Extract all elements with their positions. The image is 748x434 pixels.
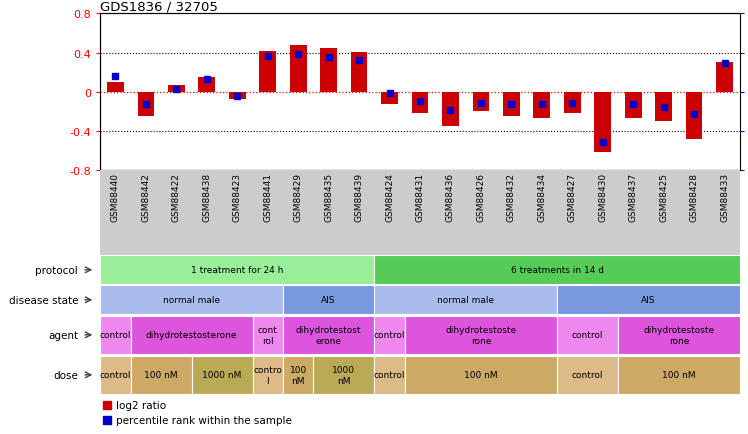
- Text: control: control: [374, 331, 405, 339]
- Text: 100 nM: 100 nM: [144, 371, 178, 379]
- Text: AIS: AIS: [641, 296, 656, 305]
- Bar: [260, 52, 276, 92]
- Bar: [131, 356, 191, 394]
- Text: log2 ratio: log2 ratio: [116, 400, 166, 410]
- Text: 1000 nM: 1000 nM: [203, 371, 242, 379]
- Text: GSM88428: GSM88428: [690, 172, 699, 221]
- Text: control: control: [571, 371, 603, 379]
- Bar: [283, 356, 313, 394]
- Text: dose: dose: [53, 370, 79, 380]
- Text: GSM88427: GSM88427: [568, 172, 577, 221]
- Text: GSM88424: GSM88424: [385, 172, 394, 221]
- Bar: [253, 316, 283, 354]
- Bar: [442, 92, 459, 127]
- Bar: [100, 356, 131, 394]
- Text: GSM88434: GSM88434: [537, 172, 546, 221]
- Text: 1000
nM: 1000 nM: [332, 365, 355, 385]
- Bar: [100, 316, 131, 354]
- Text: protocol: protocol: [35, 265, 79, 275]
- Bar: [374, 316, 405, 354]
- Bar: [374, 356, 405, 394]
- Bar: [283, 316, 374, 354]
- Text: GSM88437: GSM88437: [628, 172, 638, 221]
- Bar: [191, 356, 253, 394]
- Text: GSM88433: GSM88433: [720, 172, 729, 221]
- Bar: [716, 63, 733, 92]
- Bar: [283, 286, 374, 315]
- Text: GSM88440: GSM88440: [111, 172, 120, 221]
- Bar: [655, 92, 672, 122]
- Bar: [564, 92, 580, 114]
- Bar: [405, 356, 557, 394]
- Bar: [313, 356, 374, 394]
- Text: percentile rank within the sample: percentile rank within the sample: [116, 415, 292, 425]
- Text: GSM88426: GSM88426: [476, 172, 485, 221]
- Text: contro
l: contro l: [254, 365, 282, 385]
- Bar: [351, 53, 367, 92]
- Bar: [107, 82, 124, 92]
- Text: GSM88432: GSM88432: [507, 172, 516, 221]
- Bar: [198, 78, 215, 92]
- Text: GSM88429: GSM88429: [294, 172, 303, 221]
- Text: GSM88441: GSM88441: [263, 172, 272, 221]
- Text: AIS: AIS: [322, 296, 336, 305]
- Bar: [374, 286, 557, 315]
- Bar: [229, 92, 245, 100]
- Bar: [557, 286, 740, 315]
- Bar: [131, 316, 253, 354]
- Bar: [595, 92, 611, 153]
- Bar: [289, 46, 307, 92]
- Text: 6 treatments in 14 d: 6 treatments in 14 d: [511, 266, 604, 275]
- Bar: [618, 356, 740, 394]
- Text: 100
nM: 100 nM: [289, 365, 307, 385]
- Text: GSM88436: GSM88436: [446, 172, 455, 221]
- Bar: [503, 92, 520, 117]
- Text: 100 nM: 100 nM: [464, 371, 497, 379]
- Bar: [168, 85, 185, 92]
- Bar: [100, 286, 283, 315]
- Text: GDS1836 / 32705: GDS1836 / 32705: [100, 0, 218, 13]
- Bar: [557, 316, 618, 354]
- Bar: [533, 92, 551, 119]
- Bar: [381, 92, 398, 105]
- Text: agent: agent: [48, 330, 79, 340]
- Text: GSM88431: GSM88431: [415, 172, 425, 221]
- Text: cont
rol: cont rol: [258, 326, 278, 345]
- Text: 1 treatment for 24 h: 1 treatment for 24 h: [191, 266, 283, 275]
- Text: GSM88442: GSM88442: [141, 172, 150, 221]
- Bar: [100, 256, 374, 285]
- Text: GSM88423: GSM88423: [233, 172, 242, 221]
- Bar: [618, 316, 740, 354]
- Text: 100 nM: 100 nM: [662, 371, 696, 379]
- Bar: [473, 92, 489, 112]
- Text: GSM88439: GSM88439: [355, 172, 364, 221]
- Text: control: control: [571, 331, 603, 339]
- Text: dihydrotestoste
rone: dihydrotestoste rone: [445, 326, 516, 345]
- Bar: [374, 256, 740, 285]
- Bar: [686, 92, 702, 139]
- Bar: [320, 49, 337, 92]
- Text: GSM88430: GSM88430: [598, 172, 607, 221]
- Bar: [405, 316, 557, 354]
- Bar: [138, 92, 154, 117]
- Text: GSM88438: GSM88438: [202, 172, 212, 221]
- Bar: [253, 356, 283, 394]
- Text: disease state: disease state: [9, 295, 79, 305]
- Text: GSM88425: GSM88425: [659, 172, 668, 221]
- Bar: [411, 92, 429, 114]
- Text: dihydrotestost
erone: dihydrotestost erone: [296, 326, 361, 345]
- Bar: [625, 92, 642, 119]
- Bar: [557, 356, 618, 394]
- Text: control: control: [374, 371, 405, 379]
- Text: control: control: [99, 371, 131, 379]
- Text: dihydrotestosterone: dihydrotestosterone: [146, 331, 237, 339]
- Text: normal male: normal male: [163, 296, 220, 305]
- Text: GSM88435: GSM88435: [324, 172, 333, 221]
- Text: dihydrotestoste
rone: dihydrotestoste rone: [643, 326, 714, 345]
- Text: GSM88422: GSM88422: [172, 172, 181, 221]
- Text: control: control: [99, 331, 131, 339]
- Text: normal male: normal male: [437, 296, 494, 305]
